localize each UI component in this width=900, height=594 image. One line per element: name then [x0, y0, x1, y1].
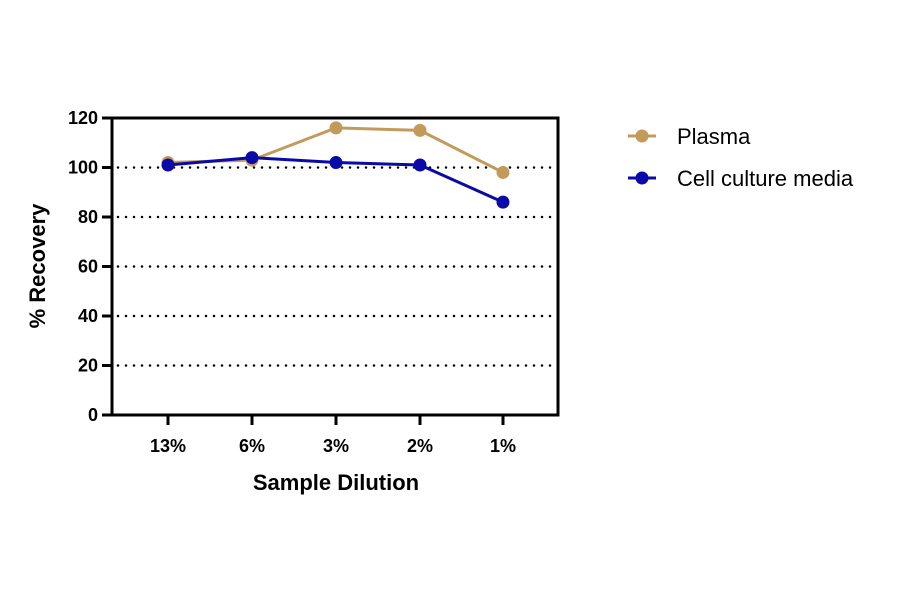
legend-label: Plasma — [677, 124, 751, 149]
data-point — [161, 158, 175, 172]
data-point — [413, 158, 427, 172]
y-tick-label: 100 — [68, 158, 98, 178]
y-tick-label: 60 — [78, 257, 98, 277]
y-tick-label: 20 — [78, 356, 98, 376]
legend-label: Cell culture media — [677, 166, 854, 191]
y-tick-label: 0 — [88, 405, 98, 425]
y-tick-label: 40 — [78, 306, 98, 326]
y-tick-label: 80 — [78, 207, 98, 227]
x-tick-label: 6% — [239, 436, 265, 456]
gridlines — [116, 166, 554, 367]
y-tick-label: 120 — [68, 108, 98, 128]
legend-marker — [635, 171, 649, 185]
legend-marker — [635, 129, 649, 143]
x-axis-label: Sample Dilution — [253, 470, 419, 495]
y-axis: 0 20 40 60 80 100 120 — [68, 108, 112, 425]
series-plasma — [161, 121, 510, 179]
data-point — [245, 151, 259, 165]
data-point — [413, 123, 427, 137]
y-axis-label: % Recovery — [25, 203, 50, 329]
data-point — [496, 195, 510, 209]
x-axis: 13% 6% 3% 2% 1% — [150, 415, 516, 456]
x-tick-label: 3% — [323, 436, 349, 456]
legend: Plasma Cell culture media — [628, 124, 854, 191]
series-cell-culture-media — [161, 151, 510, 209]
x-tick-label: 13% — [150, 436, 186, 456]
data-point — [329, 156, 343, 170]
data-point — [496, 165, 510, 179]
data-point — [329, 121, 343, 135]
x-tick-label: 1% — [490, 436, 516, 456]
x-tick-label: 2% — [407, 436, 433, 456]
series-group — [161, 121, 510, 209]
